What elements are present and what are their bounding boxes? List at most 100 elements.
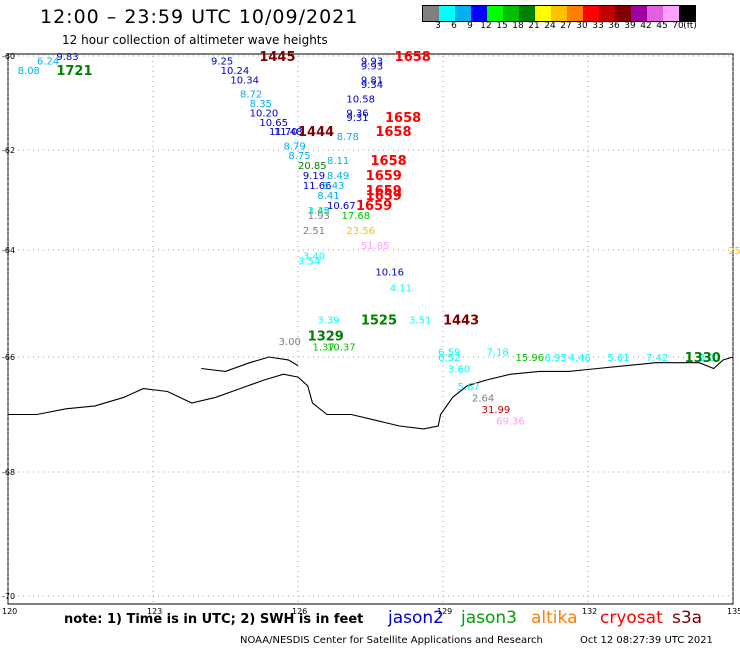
pass-time-label: 1445 [259,50,295,65]
pass-time-label: 1329 [308,330,344,345]
lat-tick-label: -60 [2,52,15,61]
legend-swatch [647,6,663,21]
wave-height-value: 8.78 [337,132,359,143]
pass-time-label: 1658 [395,50,431,65]
wave-height-value: 6.95 [545,353,567,364]
legend-label: (ft) [683,21,697,31]
wave-height-value: 10.67 [327,201,356,212]
wave-height-value: 10.34 [230,76,259,87]
legend-swatch [423,6,439,21]
wave-height-color-legend [422,5,696,22]
wave-height-value: 5.01 [699,353,721,364]
legend-swatch [615,6,631,21]
wave-height-value: 15.96 [516,353,545,364]
wave-height-value: 20.85 [298,161,327,172]
wave-height-legend-labels: 3 6 9 12 15 18 21 24 27 30 33 36 39 42 45 70 (ft) [422,21,740,33]
legend-label: 39 [624,21,636,31]
legend-label: 24 [544,21,556,31]
wave-height-value: 4.11 [390,283,412,294]
wave-height-value: 3.51 [409,316,431,327]
wave-height-value: 4.46 [569,353,591,364]
coastline [8,356,734,430]
legend-label: 18 [512,21,524,31]
legend-label: 21 [528,21,540,31]
wave-height-value: 3.54 [298,257,320,268]
legend-label: 15 [496,21,508,31]
legend-swatch [455,6,471,21]
lat-tick-label: -62 [2,146,15,155]
pass-time-label: 1659 [366,184,402,199]
legend-swatch [503,6,519,21]
wave-height-value: 51.85 [361,241,390,252]
wave-height-value: 8.41 [317,191,339,202]
legend-label: 30 [576,21,588,31]
wave-height-value: 9.93 [361,57,383,68]
satellite-altika: altika [531,608,578,628]
wave-height-value: 3.39 [308,206,330,217]
legend-label: 9 [467,21,473,31]
wave-height-value: 9.19 [303,171,325,182]
legend-label: 36 [608,21,620,31]
map-frame [7,53,734,605]
wave-height-value: 8.75 [288,151,310,162]
lat-tick-label: -68 [2,468,15,477]
satellite-jason3: jason3 [461,608,517,628]
pass-time-label: 1659 [366,169,402,184]
wave-height-value: 10.58 [346,94,375,105]
lon-tick-label: 123 [147,607,162,616]
wave-height-value: 8.43 [322,181,344,192]
legend-label: 42 [640,21,652,31]
wave-height-value: 9.31 [346,113,368,124]
wave-height-value: 1.37 [313,342,335,353]
generated-time: Oct 12 08:27:39 UTC 2021 [580,635,713,646]
legend-swatch [535,6,551,21]
legend-swatch [567,6,583,21]
wave-height-value: 3.00 [279,337,301,348]
lat-tick-label: -64 [2,246,15,255]
footer-note: note: 1) Time is in UTC; 2) SWH is in fe… [64,612,364,627]
wave-height-value: 1.93 [308,211,330,222]
wave-height-value: 17.68 [342,211,371,222]
wave-height-value: 9.93 [361,61,383,72]
wave-height-value: 5.61 [607,353,629,364]
legend-label: 6 [451,21,457,31]
wave-height-value: 69.36 [496,416,525,427]
wave-height-value: 9.83 [56,52,78,63]
wave-height-value: 8.35 [250,99,272,110]
wave-height-value: 8.72 [240,90,262,101]
wave-height-value: 9.25 [211,57,233,68]
wave-height-value: 2.64 [472,393,494,404]
lat-tick-label: -70 [2,592,15,601]
pass-time-label: 1659 [366,189,402,204]
legend-label: 12 [480,21,492,31]
pass-time-label: 1444 [298,125,334,140]
legend-label: 45 [656,21,668,31]
wave-height-value: 3.40 [303,251,325,262]
lon-tick-label: 126 [292,607,307,616]
satellite-s3a: s3a [672,608,703,628]
wave-height-value: 3.39 [317,316,339,327]
page-title: 12:00 – 23:59 UTC 10/09/2021 [40,6,359,28]
wave-height-value: 10.37 [327,342,356,353]
wave-height-value: 10.16 [375,267,404,278]
wave-height-value: 9.34 [361,80,383,91]
lon-tick-label: 132 [582,607,597,616]
legend-label: 70 [672,21,684,31]
wave-height-value: 11.70 [269,127,298,138]
wave-height-value: 25.26 [728,246,740,257]
pass-time-label: 1330 [685,351,721,366]
wave-height-value: 1.45 [308,206,330,217]
wave-height-value: 11.48 [274,127,303,138]
legend-label: 27 [560,21,572,31]
pass-time-label: 1659 [356,199,392,214]
legend-swatch [439,6,455,21]
legend-swatch [631,6,647,21]
wave-height-value: 6.52 [438,353,460,364]
wave-height-value: 23.56 [346,226,375,237]
wave-height-value: 10.65 [259,118,288,129]
lon-tick-label: 120 [2,607,17,616]
pass-time-label: 1443 [443,314,479,329]
legend-swatch [663,6,679,21]
